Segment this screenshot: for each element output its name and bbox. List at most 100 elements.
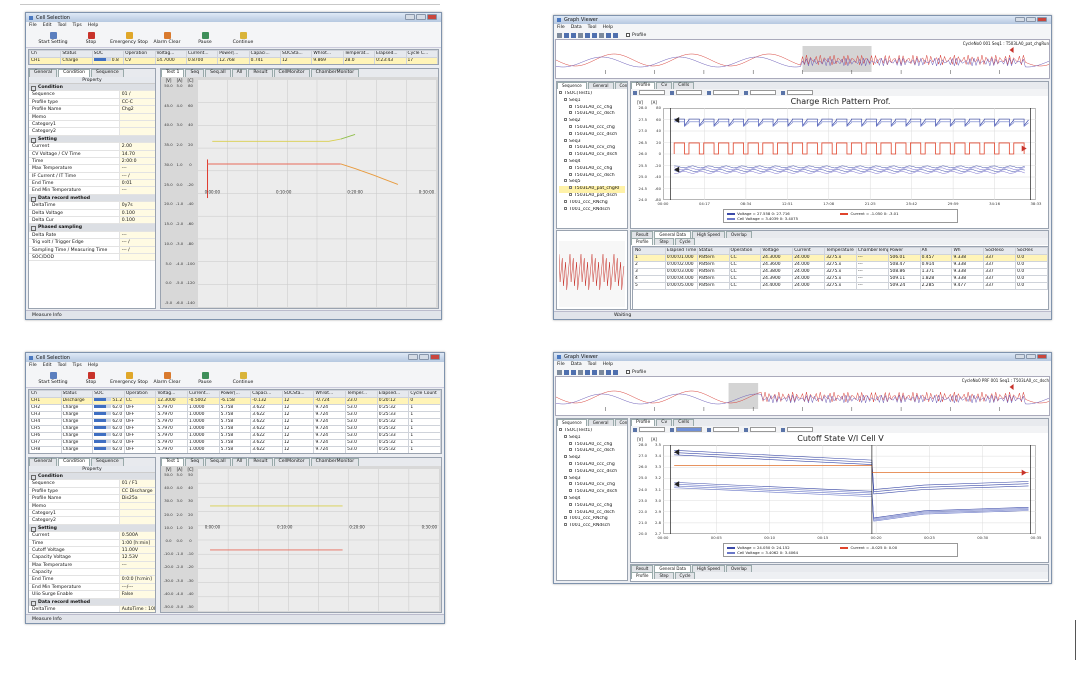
tab[interactable]: Result (248, 458, 273, 466)
row[interactable]: 5 0:00:05.000 Pattern CC 24.4000 24.000 3275.x… (633, 282, 1048, 290)
toolbar-button[interactable] (578, 369, 583, 375)
property-row[interactable]: Category1 (29, 120, 155, 129)
toolbar-button[interactable] (599, 32, 604, 38)
property-row[interactable]: Max Temperature --- (29, 561, 155, 570)
property-row[interactable]: SOC/DOD (29, 253, 155, 262)
menu-item[interactable]: Edit (42, 23, 52, 28)
tree-item[interactable]: Seq3 (559, 138, 625, 146)
tree-item[interactable]: TSOC(Test1) (559, 91, 625, 98)
tab[interactable]: General Data (654, 231, 691, 238)
tab[interactable]: Cells (673, 82, 695, 89)
property-row[interactable]: Max Temperature --- (29, 165, 155, 173)
row[interactable]: 1 0:00:01.000 Pattern CC 24.3000 24.000 3275.x… (633, 254, 1048, 262)
tree-item[interactable]: T503LA0_cc_dsch (559, 111, 625, 118)
checkbox[interactable] (626, 33, 630, 37)
property-row[interactable]: Memo (29, 502, 155, 510)
tab[interactable]: Cycle (674, 238, 696, 245)
tab[interactable]: General (29, 69, 58, 77)
toolbar-button[interactable] (606, 369, 611, 375)
window-button[interactable] (1026, 17, 1036, 22)
tab[interactable]: Test 1 (161, 458, 185, 466)
menu-item[interactable]: File (557, 362, 565, 367)
tab[interactable]: ChamberMonitor (310, 69, 360, 77)
row[interactable]: CH1 Charge 0.8 CV 14.7000 0.8700 12.768 0.741 12… (29, 57, 438, 64)
property-row[interactable]: End Time 0:01 (29, 180, 155, 188)
window-button[interactable] (416, 14, 426, 20)
tree-item[interactable]: T503LA0_cc_dsch (559, 509, 625, 517)
toolbar-button[interactable]: Pause (186, 370, 224, 387)
dropdown[interactable] (639, 427, 665, 432)
tab[interactable]: General (587, 82, 614, 89)
property-row[interactable]: Profile type CC-C (29, 98, 155, 107)
dropdown[interactable] (676, 90, 702, 95)
property-row[interactable]: End Min Temperature --- (29, 187, 155, 195)
tab[interactable]: All (231, 69, 248, 77)
property-row[interactable]: Cutoff Voltage 11.00V (29, 546, 155, 555)
tab[interactable]: Sequence (91, 458, 124, 466)
property-row[interactable]: Ulio Surge Enable False (29, 591, 155, 599)
toolbar-button[interactable] (781, 427, 785, 432)
window-button[interactable] (408, 354, 418, 360)
tab[interactable]: Condition (58, 458, 91, 466)
menu-item[interactable]: File (29, 363, 37, 368)
dropdown[interactable] (639, 90, 665, 95)
menu-item[interactable]: Edit (42, 363, 52, 368)
window-button[interactable] (419, 354, 429, 360)
toolbar-button[interactable]: Pause (186, 30, 224, 47)
tree-item[interactable]: Seq4 (559, 495, 625, 503)
row[interactable]: CH2 Charge 62.0 OFF 5.7970 1.0000 5.758 3.622 12… (29, 404, 441, 412)
menu-item[interactable]: Tips (72, 23, 82, 28)
row[interactable]: CH6 Charge 62.0 OFF 5.7970 1.0000 5.758 3.622 12… (29, 432, 441, 440)
toolbar-button[interactable] (744, 90, 748, 95)
row[interactable]: CH7 Charge 62.0 OFF 5.7970 1.0000 5.758 3.622 12… (29, 439, 441, 447)
tree-item[interactable]: T001_ccc_RNdsch (559, 523, 625, 530)
tab[interactable]: Sequence (91, 69, 124, 77)
menu-item[interactable]: Tips (72, 363, 82, 368)
row[interactable]: CH8 Charge 62.0 OFF 5.7970 1.0000 5.758 3.622 12… (29, 446, 441, 453)
checkbox[interactable] (626, 370, 630, 374)
property-row[interactable]: Delta Cur 0.100 (29, 217, 155, 225)
tab[interactable]: Condition (614, 82, 627, 89)
toolbar-button[interactable] (606, 32, 611, 38)
tab[interactable]: ChamberMonitor (310, 458, 360, 466)
tree-item[interactable]: T503LA0_ccc_chg (559, 461, 625, 469)
toolbar-button[interactable] (564, 369, 569, 375)
tab[interactable]: Cycle (674, 572, 696, 579)
tree-item[interactable]: Seq2 (559, 118, 625, 125)
row[interactable]: CH4 Charge 62.0 OFF 5.7970 1.0000 5.758 3.622 12… (29, 418, 441, 426)
toolbar-button[interactable] (744, 427, 748, 432)
toolbar-button[interactable]: Start Setting (34, 370, 72, 387)
toolbar-button[interactable]: Stop (72, 370, 110, 387)
tree-item[interactable]: T503LA0_ccc_dsch (559, 468, 625, 476)
tree-item[interactable]: T503LA0_cc_chg (559, 165, 625, 173)
property-row[interactable]: Capacity (29, 569, 155, 577)
tab[interactable]: Condition (58, 69, 91, 77)
toolbar-button[interactable] (707, 427, 711, 432)
tree-item[interactable]: T503LA0_cc_chg (559, 502, 625, 510)
tree-item[interactable]: T503LA0_cc_dsch (559, 172, 625, 180)
tree-item[interactable]: T503LA0_ccc_dsch (559, 131, 625, 139)
tree-item[interactable]: T001_ccc_RNdsch (559, 206, 625, 214)
tree-item[interactable]: Seq1 (559, 434, 625, 442)
row[interactable]: 3 0:00:03.000 Pattern CC 24.3800 24.000 3275.x… (633, 268, 1048, 276)
property-row[interactable]: End Min Temperature ---/--- (29, 583, 155, 592)
tree-item[interactable]: T503LA0_pat_dsch (559, 192, 625, 200)
toolbar-button[interactable] (564, 32, 569, 38)
property-row[interactable]: Profile Name Chg2 (29, 106, 155, 114)
tab[interactable]: High Speed (691, 565, 725, 572)
tab[interactable]: Profile (631, 82, 656, 89)
tree-item[interactable]: Seq4 (559, 158, 625, 166)
close-button[interactable] (430, 354, 440, 360)
menu-item[interactable]: Help (602, 25, 614, 30)
property-row[interactable]: Current 2.00 (29, 143, 155, 151)
toolbar-button[interactable] (557, 369, 562, 375)
tree-item[interactable]: T503LA0_cc_chg (559, 104, 625, 112)
window-button[interactable] (1015, 354, 1025, 359)
toolbar-button[interactable] (592, 369, 597, 375)
property-row[interactable]: Profile Name Dis25a (29, 495, 155, 503)
tree-item[interactable]: Seq1 (559, 97, 625, 105)
menu-item[interactable]: Data (570, 362, 582, 367)
property-row[interactable]: Profile type CC Discharge (29, 487, 155, 496)
tree-item[interactable]: TSOC(Test1) (559, 428, 625, 435)
close-button[interactable] (1037, 354, 1047, 359)
